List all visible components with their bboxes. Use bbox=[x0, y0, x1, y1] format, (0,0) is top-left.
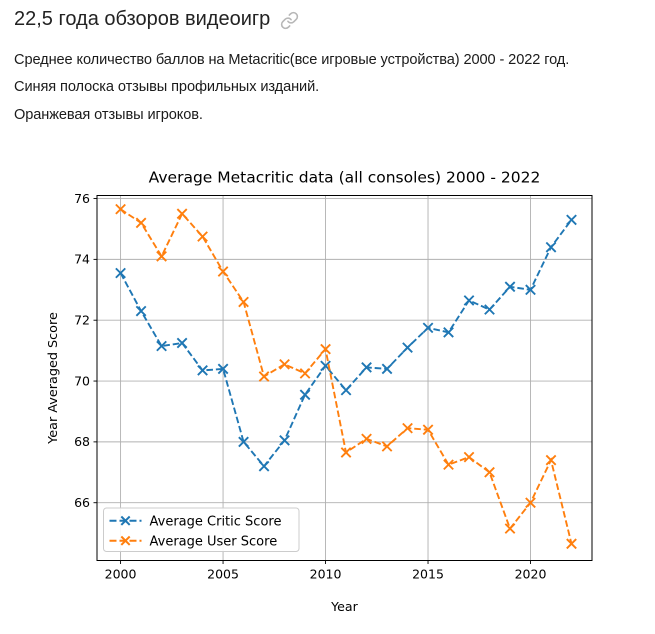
data-point-marker bbox=[217, 363, 229, 375]
data-point-marker bbox=[402, 422, 413, 434]
legend-sample-marker bbox=[120, 515, 131, 526]
data-point-marker bbox=[545, 454, 557, 466]
legend-item-average-user-score: Average User Score bbox=[109, 534, 278, 549]
y-tick-label: 76 bbox=[74, 191, 90, 206]
data-point-marker bbox=[279, 434, 290, 446]
chart-title: Average Metacritic data (all consoles) 2… bbox=[149, 169, 541, 187]
data-point-marker bbox=[258, 371, 270, 382]
post-title: 22,5 года обзоров видеоигр bbox=[14, 8, 271, 30]
data-point-marker bbox=[463, 451, 475, 463]
data-point-marker bbox=[504, 523, 516, 534]
y-axis-label: Year Averaged Score bbox=[46, 312, 61, 445]
data-point-marker bbox=[381, 441, 393, 452]
data-point-marker bbox=[115, 267, 126, 279]
legend-item-average-critic-score: Average Critic Score bbox=[109, 514, 282, 529]
data-point-marker bbox=[402, 342, 413, 353]
y-tick-label: 68 bbox=[74, 434, 90, 449]
data-point-marker bbox=[197, 365, 208, 376]
data-point-marker bbox=[258, 460, 270, 472]
data-point-marker bbox=[525, 497, 536, 509]
data-point-marker bbox=[156, 250, 167, 262]
y-tick-label: 70 bbox=[74, 373, 90, 388]
data-point-marker bbox=[484, 304, 495, 315]
post-header: 22,5 года обзоров видеоигр bbox=[14, 8, 299, 31]
description-line-1: Среднее количество баллов на Metacritic(… bbox=[14, 52, 570, 68]
data-point-marker bbox=[525, 284, 536, 296]
data-point-marker bbox=[279, 358, 290, 370]
data-point-marker bbox=[422, 424, 434, 436]
data-point-marker bbox=[443, 327, 454, 338]
axis-ticks bbox=[93, 198, 531, 564]
data-point-marker bbox=[238, 436, 249, 448]
data-point-marker bbox=[340, 384, 352, 396]
data-point-marker bbox=[299, 389, 311, 401]
data-point-marker bbox=[217, 266, 229, 277]
legend-sample-marker bbox=[120, 535, 131, 546]
data-point-marker bbox=[299, 368, 311, 379]
x-tick-label: 2015 bbox=[412, 567, 444, 582]
x-tick-label: 2000 bbox=[105, 567, 137, 582]
legend-box bbox=[103, 507, 300, 552]
data-point-marker bbox=[361, 361, 372, 373]
legend: Average Critic Score Average User Score bbox=[103, 507, 300, 552]
y-tick-label: 66 bbox=[74, 495, 90, 510]
data-point-marker bbox=[135, 217, 147, 229]
post-description: Среднее количество баллов на Metacritic(… bbox=[14, 47, 569, 129]
metacritic-chart: 2000 2005 2010 2015 2020 66 68 70 72 74 76 Average … bbox=[46, 169, 593, 614]
data-point-marker bbox=[504, 281, 516, 293]
legend-label: Average User Score bbox=[150, 534, 278, 549]
series-average-user-score bbox=[115, 203, 577, 550]
data-point-marker bbox=[381, 363, 393, 375]
data-point-marker bbox=[176, 337, 188, 349]
x-tick-label: 2020 bbox=[515, 567, 547, 582]
data-point-marker bbox=[115, 203, 126, 215]
data-point-marker bbox=[340, 447, 352, 458]
y-tick-label: 72 bbox=[74, 313, 90, 328]
grid bbox=[97, 195, 592, 561]
x-tick-label: 2010 bbox=[310, 567, 342, 582]
data-point-marker bbox=[156, 340, 167, 352]
plot-border bbox=[96, 195, 593, 561]
data-point-marker bbox=[361, 433, 372, 445]
x-tick-label: 2005 bbox=[207, 567, 239, 582]
legend-label: Average Critic Score bbox=[150, 514, 282, 529]
data-point-marker bbox=[566, 538, 577, 550]
data-point-marker bbox=[320, 343, 331, 355]
data-point-marker bbox=[197, 231, 208, 242]
data-point-marker bbox=[484, 466, 495, 478]
data-point-marker bbox=[463, 295, 475, 306]
x-axis-label: Year bbox=[330, 599, 358, 614]
data-point-marker bbox=[545, 241, 557, 253]
data-point-marker bbox=[422, 322, 434, 334]
data-point-marker bbox=[238, 296, 249, 308]
link-icon[interactable] bbox=[280, 11, 299, 30]
y-tick-label: 74 bbox=[74, 252, 90, 267]
description-line-3: Оранжевая отзывы игроков. bbox=[14, 106, 203, 123]
data-point-marker bbox=[176, 208, 188, 220]
data-point-marker bbox=[135, 305, 147, 317]
series-average-critic-score bbox=[115, 214, 577, 472]
data-point-marker bbox=[443, 459, 454, 471]
description-line-2: Синяя полоска отзывы профильных изданий. bbox=[14, 79, 320, 96]
data-point-marker bbox=[566, 214, 577, 226]
series-line bbox=[119, 219, 573, 468]
